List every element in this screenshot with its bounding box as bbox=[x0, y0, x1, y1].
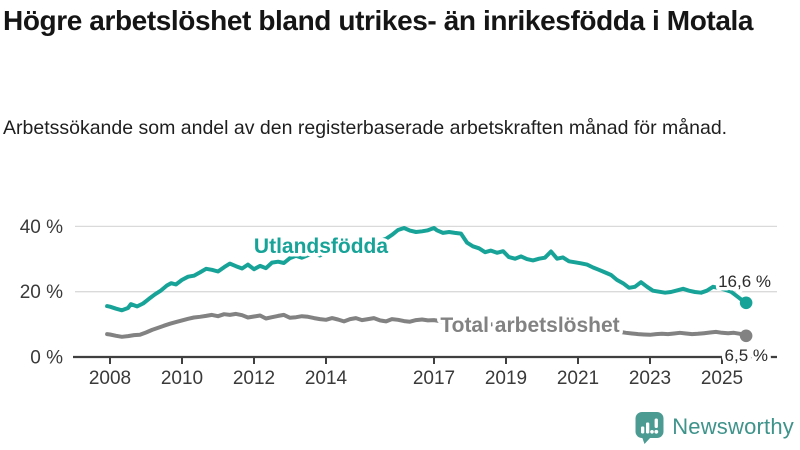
chart-subtitle: Arbetssökande som andel av den registerb… bbox=[3, 117, 728, 139]
svg-text:2008: 2008 bbox=[89, 368, 131, 389]
svg-text:2012: 2012 bbox=[233, 368, 275, 389]
series-label-foreign-born: Utlandsfödda bbox=[254, 235, 388, 258]
series-end-value: 16,6 % bbox=[718, 272, 771, 291]
svg-text:2025: 2025 bbox=[701, 368, 743, 389]
series-label-total: Total arbetslöshet bbox=[440, 314, 619, 337]
svg-text:0 %: 0 % bbox=[30, 348, 63, 369]
series-end-dot bbox=[739, 296, 753, 310]
svg-text:2019: 2019 bbox=[485, 368, 527, 389]
brand-name: Newsworthy bbox=[672, 413, 794, 439]
series-line-foreign-born bbox=[105, 226, 749, 313]
svg-text:2021: 2021 bbox=[557, 368, 599, 389]
svg-text:2010: 2010 bbox=[161, 368, 203, 389]
svg-text:20 %: 20 % bbox=[20, 282, 63, 303]
svg-text:2023: 2023 bbox=[629, 368, 671, 389]
y-axis-labels: 0 % 20 % 40 % bbox=[20, 217, 63, 369]
series-end-dot bbox=[739, 329, 753, 343]
svg-text:2017: 2017 bbox=[413, 368, 455, 389]
x-axis: 2008 2010 2012 2014 2017 2019 2021 2023 2025 bbox=[73, 355, 777, 389]
series-line-total bbox=[105, 311, 749, 339]
newsworthy-logo-icon bbox=[635, 412, 664, 444]
brand-footer: Newsworthy bbox=[634, 409, 794, 444]
chart-title: Högre arbetslöshet bland utrikes- än inr… bbox=[3, 5, 754, 36]
series-end-value: 6,5 % bbox=[725, 346, 768, 365]
svg-text:2014: 2014 bbox=[305, 368, 348, 389]
svg-text:40 %: 40 % bbox=[20, 217, 63, 238]
